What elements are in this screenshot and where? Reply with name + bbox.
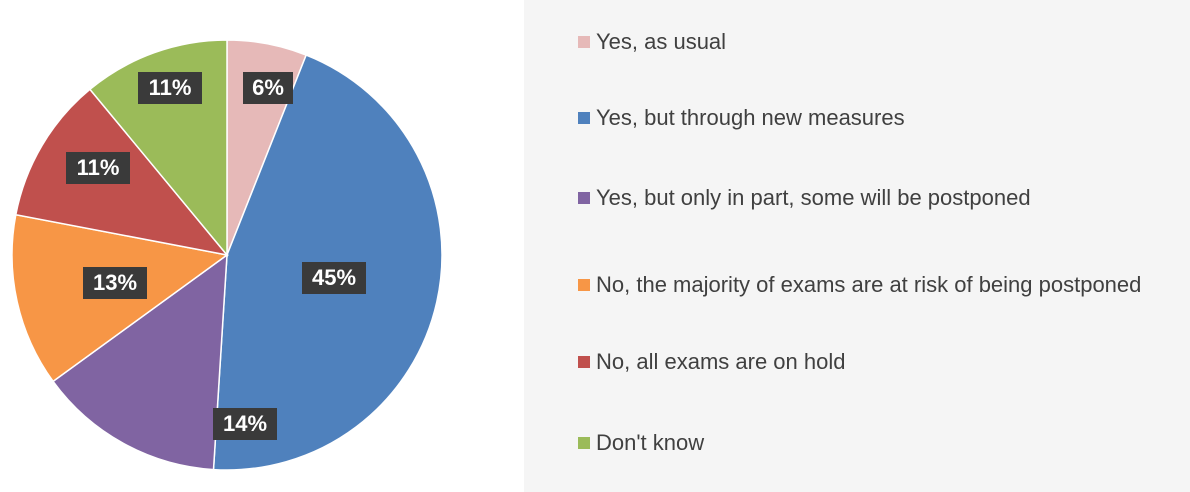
legend-label: No, all exams are on hold [596,349,846,374]
legend-label: Yes, as usual [596,29,727,54]
chart: 6% 45% 14% 13% 11% 11% [11,39,443,471]
legend-item: Yes, as usual [578,28,1148,56]
legend-item: Don't know [578,429,1148,457]
legend-swatch [578,356,590,368]
data-label: 11% [149,75,192,100]
data-label-box [302,262,366,294]
pie-slice [52,253,228,471]
legend-label: Don't know [596,430,705,455]
data-label: 45% [312,265,356,290]
legend-swatch [578,112,590,124]
legend-swatch [578,437,590,449]
legend-swatch [578,36,590,48]
data-label-box [83,267,147,299]
data-label: 14% [223,411,267,436]
legend-item: Yes, but only in part, some will be post… [578,184,1148,212]
data-label-box [213,408,277,440]
legend-panel [524,0,1190,492]
legend-item: No, all exams are on hold [578,348,1148,376]
legend-swatch [578,192,590,204]
data-label: 13% [93,270,137,295]
data-label-box [138,72,202,104]
legend-label: Yes, but through new measures [596,105,905,130]
legend-item: Yes, but through new measures [578,104,1148,132]
legend-item: No, the majority of exams are at risk of… [578,271,1148,299]
legend-swatch [578,279,590,291]
data-label: 6% [252,75,284,100]
data-label-box [66,152,130,184]
data-label-box [243,72,293,104]
legend-label: No, the majority of exams are at risk of… [596,272,1142,297]
data-label: 11% [77,155,120,180]
legend-label: Yes, but only in part, some will be post… [596,185,1031,210]
